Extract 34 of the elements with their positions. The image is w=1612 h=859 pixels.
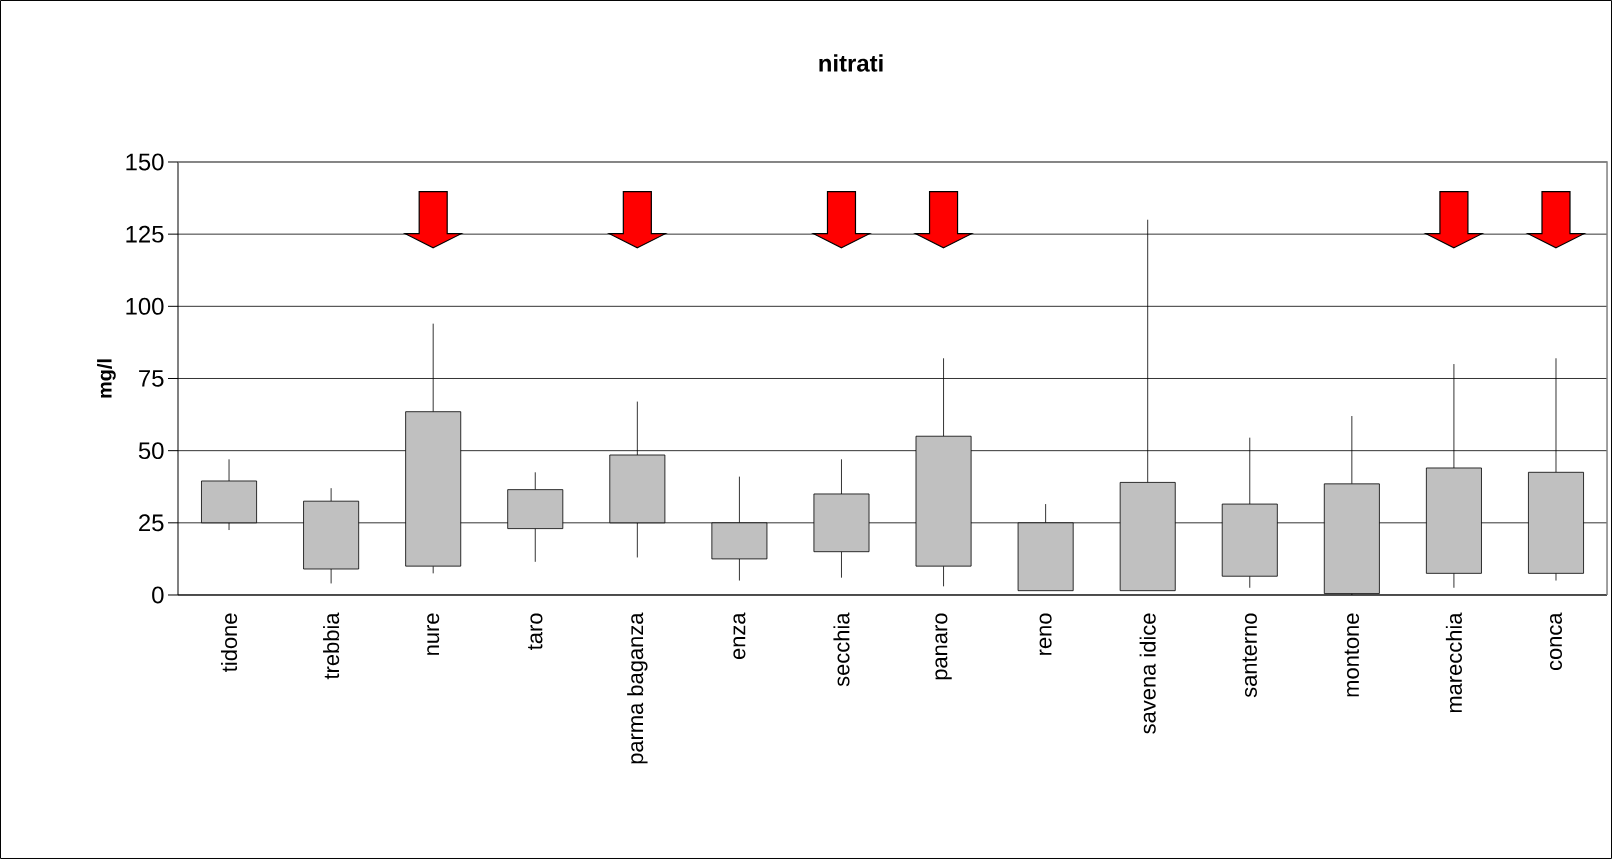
y-tick-label: 75 bbox=[139, 370, 164, 387]
x-tick-label: marecchia bbox=[1445, 612, 1462, 713]
x-tick-label: montone bbox=[1344, 613, 1360, 697]
x-tick-label: tidone bbox=[220, 613, 238, 672]
candlestick bbox=[609, 401, 666, 558]
x-tick-label: conca bbox=[1549, 612, 1562, 671]
x-tick-label: nure bbox=[427, 613, 440, 655]
x-tick-label: savena idice bbox=[1139, 613, 1156, 734]
y-tick-label: 125 bbox=[126, 225, 164, 243]
x-tick-label: santerno bbox=[1242, 613, 1257, 698]
candlestick bbox=[915, 357, 972, 587]
candlestick bbox=[711, 476, 768, 581]
x-tick-label: panaro bbox=[935, 613, 952, 680]
x-tick-label: parma baganza bbox=[627, 612, 648, 764]
candlestick bbox=[405, 323, 462, 574]
y-tick-label: 150 bbox=[126, 153, 164, 171]
x-tick-label: secchia bbox=[833, 612, 850, 687]
candlestick bbox=[507, 471, 564, 563]
candlestick bbox=[303, 487, 360, 584]
candlestick bbox=[1221, 437, 1278, 589]
x-tick-label: trebbia bbox=[323, 612, 340, 680]
x-tick-label: taro bbox=[528, 613, 543, 650]
y-tick-label: 25 bbox=[139, 514, 164, 532]
y-tick-label: 0 bbox=[152, 586, 164, 604]
candlestick bbox=[1425, 363, 1482, 589]
x-tick-label: reno bbox=[1039, 613, 1052, 655]
y-tick-label: 50 bbox=[138, 442, 164, 460]
y-tick-label: 100 bbox=[126, 297, 164, 315]
x-tick-label: enza bbox=[733, 612, 746, 660]
y-axis-title: mg/l bbox=[97, 359, 116, 398]
chart-title: nitrati bbox=[819, 54, 883, 72]
candlestick bbox=[813, 458, 870, 579]
candlestick bbox=[1528, 357, 1584, 581]
candlestick bbox=[201, 458, 257, 531]
